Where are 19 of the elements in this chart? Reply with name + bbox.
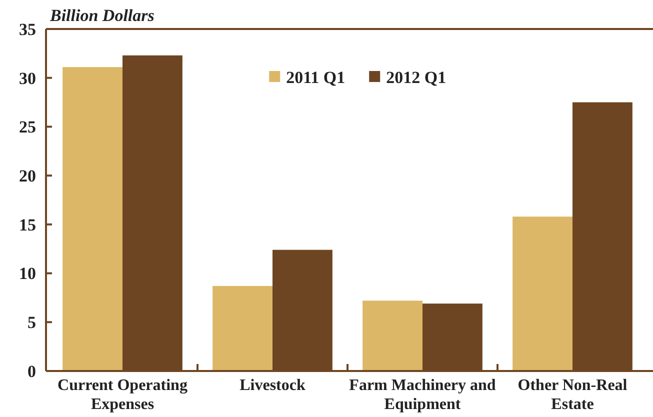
y-tick-label: 25 bbox=[19, 118, 36, 137]
y-tick-label: 15 bbox=[19, 215, 36, 234]
y-tick-label: 0 bbox=[28, 362, 36, 381]
y-tick-label: 35 bbox=[19, 20, 36, 39]
y-tick-label: 20 bbox=[19, 166, 36, 186]
bar bbox=[62, 67, 122, 371]
y-tick-label: 5 bbox=[28, 313, 36, 332]
x-tick-label: Farm Machinery and Equipment bbox=[349, 377, 496, 413]
x-tick-label: Other Non-Real Estate bbox=[518, 377, 628, 413]
x-tick-label: Current Operating Expenses bbox=[58, 377, 188, 413]
y-tick-label: 10 bbox=[19, 264, 36, 284]
legend-label: 2012 Q1 bbox=[386, 68, 446, 87]
bar bbox=[512, 216, 572, 371]
legend-label: 2011 Q1 bbox=[286, 68, 346, 87]
y-axis-title: Billion Dollars bbox=[49, 6, 155, 25]
y-tick-label: 30 bbox=[19, 68, 36, 88]
bar bbox=[362, 300, 422, 371]
bar bbox=[212, 286, 272, 371]
x-tick-label: Livestock bbox=[240, 377, 306, 394]
